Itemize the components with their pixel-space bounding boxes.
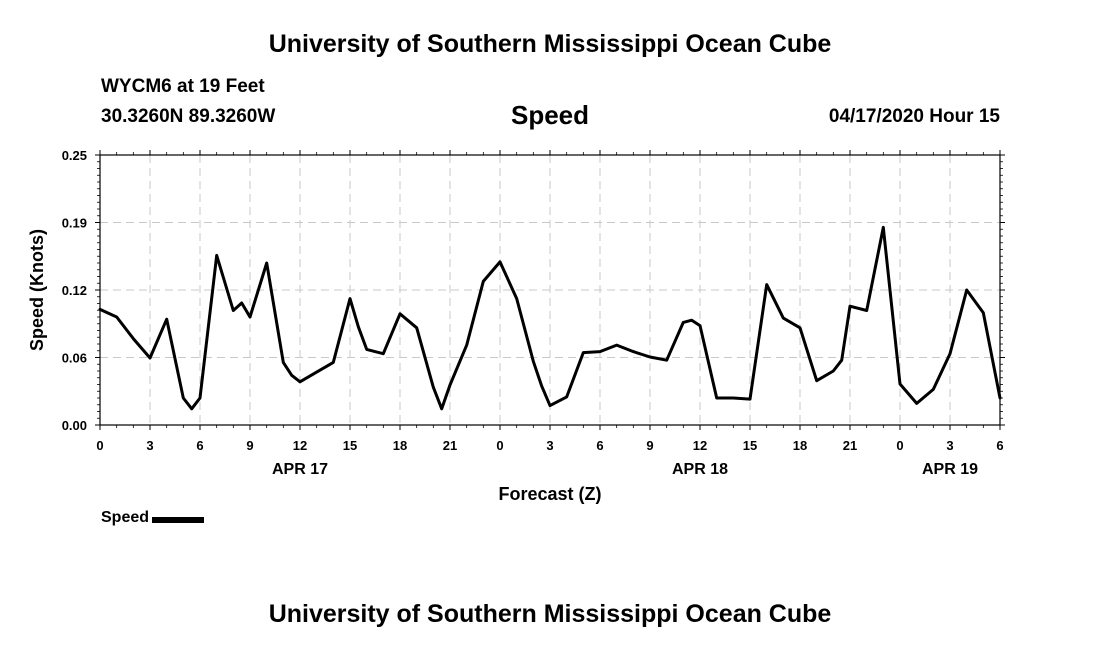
footer-title: University of Southern Mississippi Ocean… (268, 600, 832, 628)
date-label: APR 18 (672, 461, 728, 478)
x-tick-label: 12 (293, 438, 307, 453)
x-tick-label: 18 (793, 438, 807, 453)
x-tick-label: 3 (946, 438, 953, 453)
x-tick-label: 21 (443, 438, 457, 453)
y-tick-label: 0.12 (62, 283, 87, 298)
legend: Speed (101, 509, 205, 527)
x-tick-label: 6 (996, 438, 1003, 453)
station-label: WYCM6 at 19 Feet (101, 76, 265, 97)
x-tick-label: 15 (743, 438, 757, 453)
x-tick-label: 15 (343, 438, 357, 453)
grid (100, 155, 1000, 425)
x-tick-label: 12 (693, 438, 707, 453)
plot-frame (99, 154, 1001, 426)
series-line-speed (98, 225, 1002, 411)
x-tick-label: 6 (196, 438, 203, 453)
x-axis-title: Forecast (Z) (498, 484, 601, 504)
x-tick-label: 18 (393, 438, 407, 453)
legend-swatch (152, 517, 205, 523)
legend-label: Speed (101, 509, 150, 526)
x-tick-label: 9 (646, 438, 653, 453)
axis-labels: 0.00 0.06 0.12 0.19 0.25 0 3 6 9 12 15 18 21 0 3 6 9 12 15… (62, 148, 1004, 478)
x-tick-label: 3 (546, 438, 553, 453)
x-tick-label: 9 (246, 438, 253, 453)
y-tick-label: 0.06 (62, 351, 87, 366)
x-tick-label: 0 (496, 438, 503, 453)
series-layer (98, 225, 1002, 411)
date-label: APR 17 (272, 461, 328, 478)
x-tick-label: 6 (596, 438, 603, 453)
y-tick-label: 0.25 (62, 148, 87, 163)
date-label: APR 19 (922, 461, 978, 478)
chart-title: Speed (510, 100, 590, 130)
x-tick-label: 0 (896, 438, 903, 453)
x-tick-label: 3 (146, 438, 153, 453)
y-axis-title: Speed (Knots) (27, 229, 47, 351)
x-tick-label: 0 (96, 438, 103, 453)
timestamp-label: 04/17/2020 Hour 15 (828, 106, 1000, 127)
coordinates-label: 30.3260N 89.3260W (101, 106, 276, 127)
y-tick-label: 0.19 (62, 216, 87, 231)
x-tick-label: 21 (843, 438, 857, 453)
y-tick-label: 0.00 (62, 418, 87, 433)
page-title: University of Southern Mississippi Ocean… (268, 30, 832, 58)
